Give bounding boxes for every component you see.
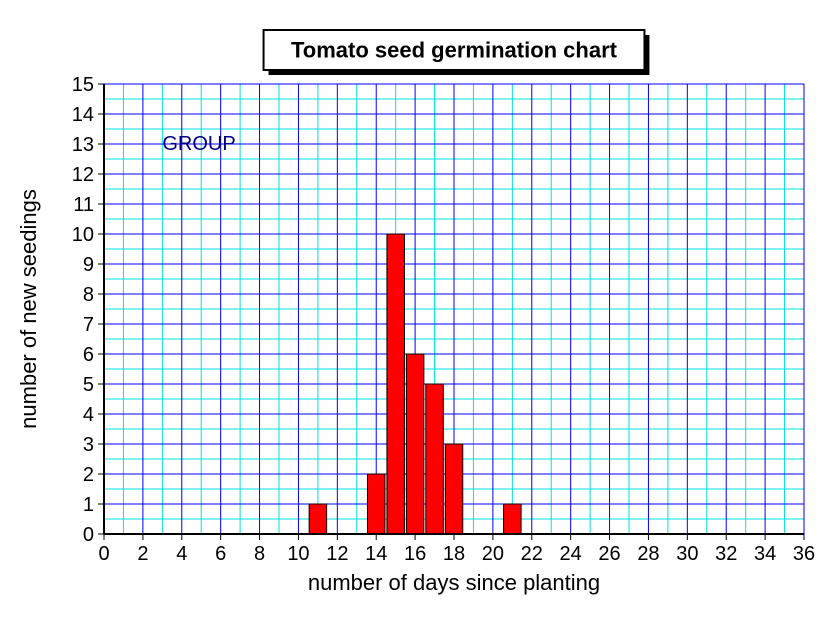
x-tick-label: 0 bbox=[98, 543, 109, 565]
x-tick-label: 12 bbox=[326, 543, 348, 565]
x-tick-label: 28 bbox=[637, 543, 659, 565]
x-tick-label: 2 bbox=[137, 543, 148, 565]
bar bbox=[309, 504, 327, 534]
x-tick-label: 30 bbox=[676, 543, 698, 565]
bar bbox=[504, 504, 522, 534]
y-tick-label: 3 bbox=[83, 434, 94, 456]
x-tick-label: 14 bbox=[365, 543, 387, 565]
x-tick-label: 20 bbox=[482, 543, 504, 565]
y-tick-label: 2 bbox=[83, 464, 94, 486]
y-tick-label: 15 bbox=[72, 74, 94, 96]
x-tick-label: 6 bbox=[215, 543, 226, 565]
germination-chart: 0246810121416182022242628303234360123456… bbox=[0, 0, 840, 640]
y-tick-label: 10 bbox=[72, 224, 94, 246]
x-tick-label: 16 bbox=[404, 543, 426, 565]
bar bbox=[406, 354, 424, 534]
y-tick-label: 9 bbox=[83, 254, 94, 276]
x-tick-label: 36 bbox=[793, 543, 815, 565]
x-tick-label: 32 bbox=[715, 543, 737, 565]
legend-label: GROUP bbox=[162, 133, 235, 155]
x-tick-label: 34 bbox=[754, 543, 776, 565]
y-tick-label: 13 bbox=[72, 134, 94, 156]
y-tick-label: 11 bbox=[73, 194, 94, 216]
y-tick-label: 12 bbox=[72, 164, 94, 186]
chart-title: Tomato seed germination chart bbox=[291, 38, 618, 63]
bar bbox=[426, 384, 444, 534]
y-tick-label: 7 bbox=[83, 314, 94, 336]
y-tick-label: 0 bbox=[83, 524, 94, 546]
x-tick-label: 26 bbox=[598, 543, 620, 565]
bar bbox=[387, 234, 405, 534]
y-axis-label: number of new seedings bbox=[16, 189, 41, 429]
chart-container: 0246810121416182022242628303234360123456… bbox=[0, 0, 840, 640]
x-tick-label: 22 bbox=[521, 543, 543, 565]
y-tick-label: 6 bbox=[83, 344, 94, 366]
x-tick-label: 10 bbox=[287, 543, 309, 565]
y-tick-label: 14 bbox=[72, 104, 94, 126]
y-tick-label: 5 bbox=[83, 374, 94, 396]
x-axis-label: number of days since planting bbox=[308, 570, 600, 595]
y-tick-label: 1 bbox=[83, 494, 94, 516]
bar bbox=[367, 474, 385, 534]
y-tick-label: 4 bbox=[83, 404, 94, 426]
x-tick-label: 18 bbox=[443, 543, 465, 565]
bar bbox=[445, 444, 463, 534]
x-tick-label: 4 bbox=[176, 543, 187, 565]
x-tick-label: 24 bbox=[560, 543, 582, 565]
y-tick-label: 8 bbox=[83, 284, 94, 306]
x-tick-label: 8 bbox=[254, 543, 265, 565]
